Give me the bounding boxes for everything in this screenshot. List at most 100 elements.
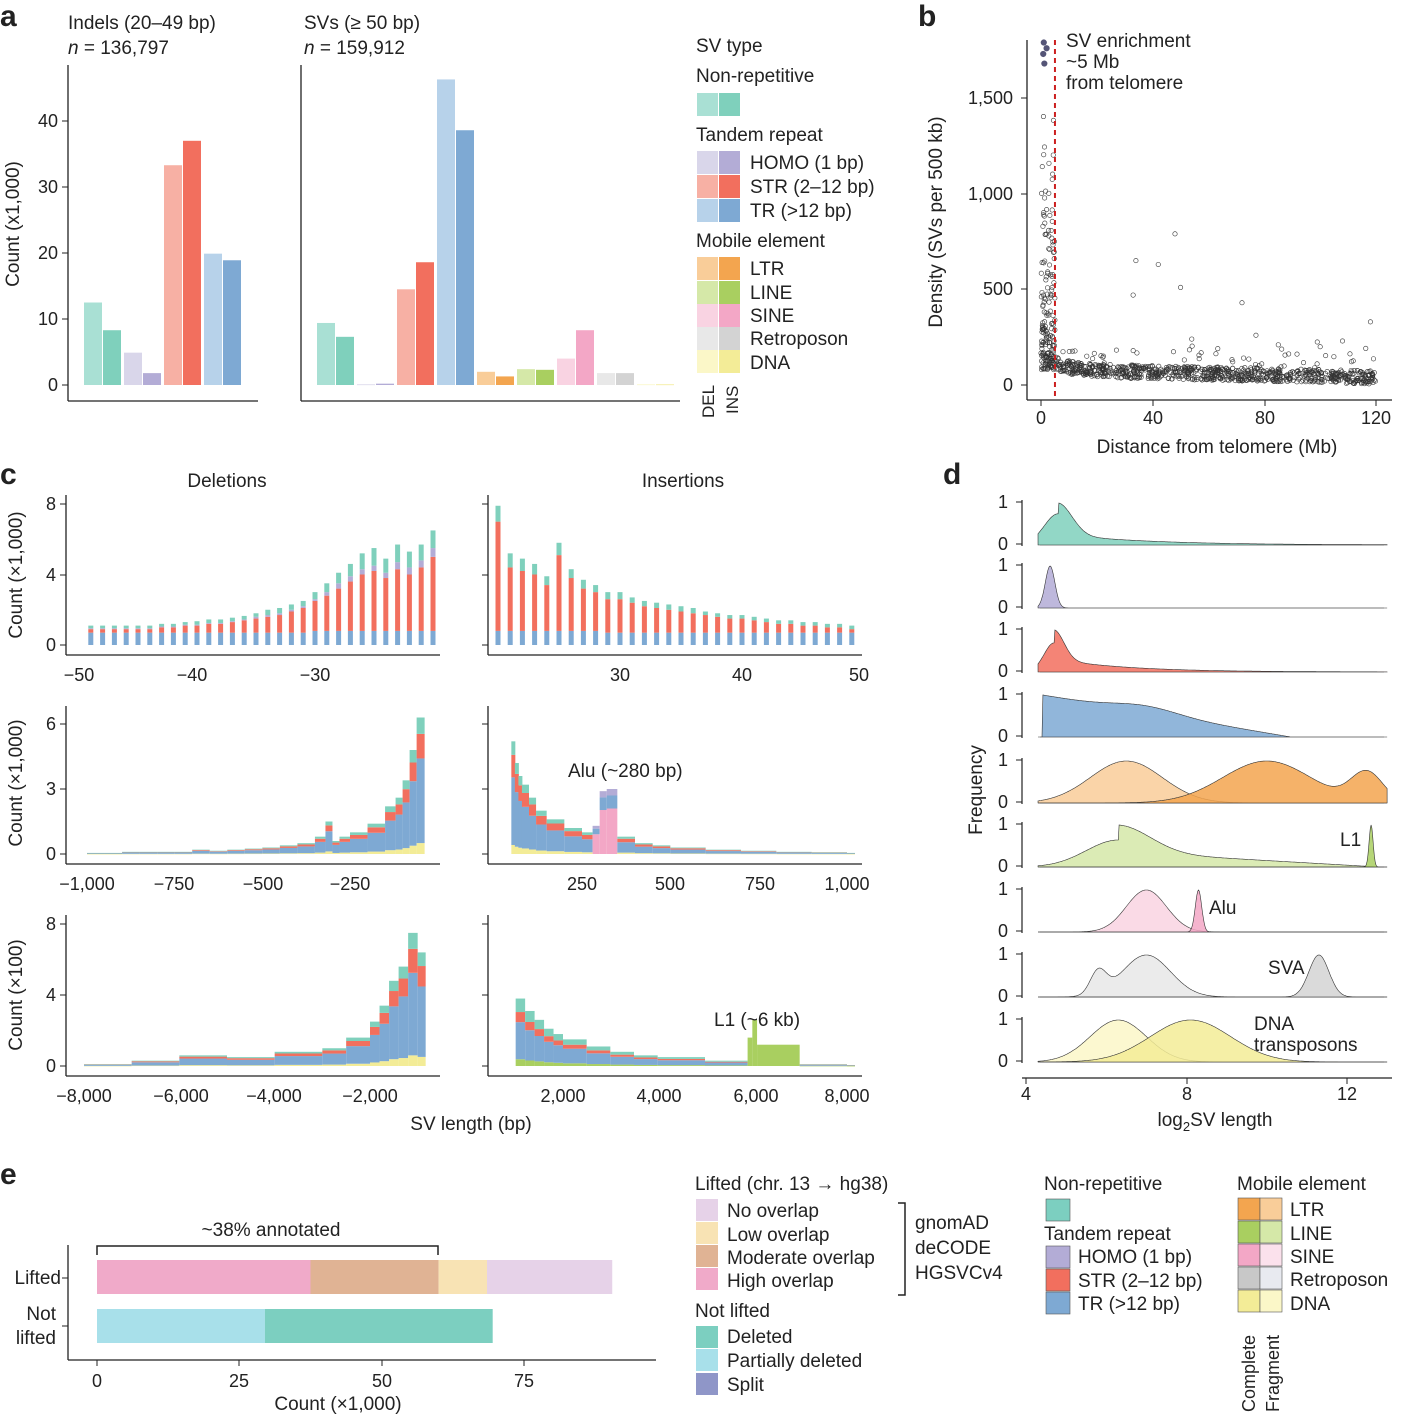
hist-bar-str <box>88 629 94 633</box>
scatter-point <box>1226 369 1232 375</box>
panel-label-d: d <box>943 458 961 491</box>
hist-bar-str <box>553 1040 563 1046</box>
c-y-title-1: Count (×1,000) <box>6 511 27 638</box>
hist-bar-line <box>657 1065 705 1066</box>
d-density-area <box>1038 1019 1388 1063</box>
d-density-area <box>1037 502 1388 546</box>
hist-bar-homo <box>88 628 94 630</box>
hist-bar-str <box>652 846 671 849</box>
hist-bar-non-repetitive <box>544 576 550 586</box>
hist-bar-str <box>159 627 165 633</box>
scatter-point <box>1076 368 1082 374</box>
hist-bar-str <box>241 620 247 633</box>
scatter-point <box>1099 367 1105 373</box>
hist-bar-tr <box>406 630 412 645</box>
scatter-point <box>1254 378 1260 384</box>
scatter-point <box>1353 378 1359 384</box>
hist-bar-homo <box>241 619 247 621</box>
hist-bar-nonrep <box>350 832 368 835</box>
scatter-point <box>1229 357 1235 363</box>
scatter-point <box>1072 368 1078 374</box>
e-row-lifted: Lifted <box>15 1268 61 1289</box>
scatter-point <box>1069 348 1075 354</box>
c-title-ins: Insertions <box>642 471 724 492</box>
scatter-point <box>1051 280 1057 286</box>
scatter-point-outlier <box>1275 342 1281 348</box>
hist-bar-tr <box>705 1062 748 1066</box>
e-leg2-line: LINE <box>1290 1224 1332 1245</box>
hist-bar-nonrep <box>131 1060 180 1062</box>
e-source-hgsvc: HGSVCv4 <box>915 1263 1003 1284</box>
hist-bar-str <box>339 838 350 842</box>
hist-bar-tr <box>634 1059 658 1065</box>
e-leg2-swatch-nonrep <box>1045 1198 1071 1222</box>
hist-bar-dna <box>741 853 777 855</box>
hist-bar-nonrep <box>402 780 410 790</box>
hist-bar-homo <box>599 791 607 798</box>
scatter-point <box>1110 364 1116 370</box>
e-swatch-deleted <box>696 1326 718 1348</box>
c-y-title-3: Count (×100) <box>6 939 27 1050</box>
c-r1-del-xtick-50: −50 <box>64 665 95 685</box>
hist-bar-tr <box>131 1062 180 1066</box>
scatter-point <box>1041 144 1047 150</box>
scatter-point <box>1303 370 1309 376</box>
c-r2-ins-xtick-250: 250 <box>567 874 597 894</box>
hist-bar-str <box>812 625 818 633</box>
scatter-point <box>1243 370 1249 376</box>
hist-bar-nonrep <box>179 1055 227 1057</box>
hist-bar-tr <box>367 832 386 852</box>
hist-bar-tr <box>88 632 94 645</box>
hist-bar-str <box>705 850 741 852</box>
scatter-point <box>1098 353 1104 359</box>
scatter-point <box>1189 343 1195 349</box>
d-density-area <box>1038 889 1388 933</box>
hist-bar-str <box>741 851 777 852</box>
b-scatter-points <box>1038 39 1378 387</box>
e-swatch-low <box>696 1222 718 1244</box>
hist-bar-tr <box>521 806 529 849</box>
scatter-point <box>1146 365 1152 371</box>
scatter-point <box>1102 371 1108 377</box>
scatter-point <box>1222 371 1228 377</box>
scatter-point <box>1042 195 1048 201</box>
scatter-point <box>1324 368 1330 374</box>
hist-bar-str <box>359 574 365 631</box>
hist-bar-str <box>657 1058 705 1061</box>
scatter-point <box>1134 350 1140 356</box>
bar-homo-ins <box>376 383 394 385</box>
scatter-point <box>1241 355 1247 361</box>
hist-bar-str <box>418 567 424 631</box>
hist-bar-str <box>312 600 318 631</box>
hist-bar-tr <box>135 632 141 645</box>
scatter-point <box>1038 270 1044 276</box>
scatter-point <box>1186 370 1192 376</box>
hist-bar-non-repetitive <box>788 620 794 624</box>
hist-bar-homo <box>170 626 176 628</box>
hist-bar-str <box>532 574 538 631</box>
scatter-point <box>1255 371 1261 377</box>
legend-group-tandem: Tandem repeat <box>696 125 823 146</box>
hist-bar-non-repetitive <box>763 618 769 623</box>
c-r2-ins-xtick-1000: 1,000 <box>824 874 869 894</box>
b-xtick-0: 0 <box>1036 408 1046 428</box>
scatter-point <box>1046 246 1052 252</box>
d-row-ytick-0: 0 <box>998 986 1008 1006</box>
scatter-point <box>1356 377 1362 383</box>
scatter-point <box>1039 338 1045 344</box>
hist-bar-dna <box>179 1065 227 1066</box>
scatter-point <box>1331 354 1337 360</box>
hist-bar-non-repetitive <box>88 625 94 629</box>
hist-bar-tr <box>297 846 315 854</box>
hist-bar-str <box>525 1021 535 1031</box>
hist-bar-str <box>799 1064 847 1066</box>
scatter-point <box>1186 347 1192 353</box>
legend-swatch-ltr-ins <box>719 257 740 280</box>
scatter-point <box>1215 346 1221 352</box>
c-r3-ins-xtick-8000: 8,000 <box>824 1086 869 1106</box>
hist-bar-non-repetitive <box>100 625 106 629</box>
e-legend-split: Split <box>727 1375 765 1396</box>
scatter-point <box>1040 292 1046 298</box>
scatter-point <box>1095 374 1101 380</box>
scatter-point <box>1041 309 1047 315</box>
